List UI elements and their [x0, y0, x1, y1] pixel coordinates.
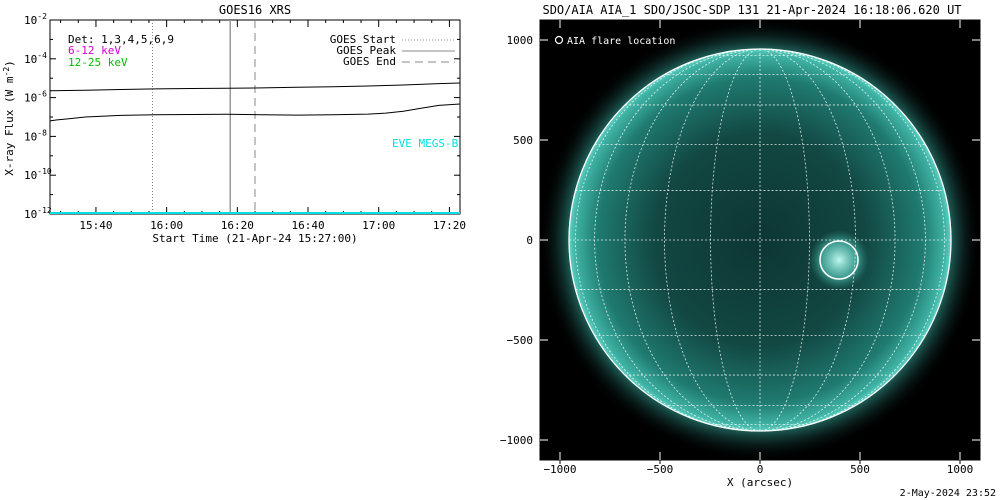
y-tick-label: 10-6 [24, 90, 47, 105]
y-tick-label: 10-2 [24, 12, 47, 27]
aia-y-axis: 1000 500 0 −500 −1000 [500, 34, 980, 447]
aia-y-tick-label: −500 [507, 334, 534, 347]
y-tick-label: 10-8 [24, 128, 47, 143]
xrs-series [49, 82, 461, 214]
aia-title: SDO/AIA AIA_1 SDO/JSOC-SDP 131 21-Apr-20… [542, 3, 961, 17]
flare-legend-label: AIA flare location [567, 36, 675, 47]
aia-image-panel: SDO/AIA AIA_1 SDO/JSOC-SDP 131 21-Apr-20… [500, 3, 982, 489]
longitude-line [759, 49, 926, 431]
aia-x-tick-label: 1000 [947, 463, 974, 476]
xrs-legend: GOES Start GOES Peak GOES End [330, 33, 455, 68]
xrs-x-axis-label: Start Time (21-Apr-24 15:27:00) [152, 232, 357, 245]
longitude-line [759, 49, 945, 431]
x-tick-label: 16:20 [221, 219, 254, 232]
solar-limb [568, 48, 952, 432]
legend-goes-peak: GOES Peak [336, 44, 396, 57]
aia-x-tick-label: 500 [850, 463, 870, 476]
flare-location-circle [819, 240, 859, 280]
heliographic-grid [569, 49, 951, 431]
flare-legend-circle-icon [554, 35, 564, 45]
xrs-title: GOES16 XRS [219, 3, 291, 17]
aia-x-tick-label: −500 [647, 463, 674, 476]
eve-megs-b-label: EVE MEGS-B [392, 137, 459, 150]
x-tick-label: 17:20 [433, 219, 466, 232]
xrs-y-axis-label: X-ray Flux (W m-2) [2, 60, 16, 176]
longitude-line [759, 49, 896, 431]
x-tick-label: 16:40 [291, 219, 324, 232]
flare-bright-region [809, 230, 869, 290]
legend-goes-end: GOES End [343, 55, 396, 68]
y-tick-label: 10-4 [24, 51, 47, 66]
x-tick-label: 15:40 [79, 219, 112, 232]
aia-y-tick-label: 500 [513, 134, 533, 147]
longitude-line [624, 49, 761, 431]
longitude-line [759, 49, 810, 431]
longitude-line [575, 49, 761, 431]
aia-x-axis: −1000 −500 0 500 1000 [543, 20, 973, 476]
xrs-short-series [49, 103, 461, 122]
detectors-label: Det: 1,3,4,5,6,9 [68, 33, 174, 46]
aia-y-tick-label: −1000 [500, 434, 533, 447]
longitude-line [594, 49, 761, 431]
longitude-line [710, 49, 761, 431]
x-tick-label: 17:00 [362, 219, 395, 232]
flare-legend: AIA flare location [554, 35, 675, 47]
energy-band-2-label: 12-25 keV [68, 56, 128, 69]
xrs-y-axis: 10-2 10-4 10-6 10-8 10-10 10-12 [24, 12, 460, 221]
legend-goes-start: GOES Start [330, 33, 396, 46]
goes-xrs-panel: GOES16 XRS 10-2 10-4 10-6 10-8 10-10 10-12 15… [2, 3, 466, 245]
aia-x-tick-label: −1000 [543, 463, 576, 476]
xrs-x-axis: 15:40 16:00 16:20 16:40 17:00 17:20 [60, 20, 466, 232]
aia-x-tick-label: 0 [757, 463, 764, 476]
aia-y-tick-label: 0 [526, 234, 533, 247]
y-tick-label: 10-12 [24, 206, 52, 221]
xrs-long-series [49, 82, 461, 92]
x-tick-label: 16:00 [150, 219, 183, 232]
aia-x-axis-label: X (arcsec) [727, 476, 793, 489]
y-tick-label: 10-10 [24, 167, 52, 182]
energy-band-1-label: 6-12 keV [68, 44, 121, 57]
xrs-event-markers [152, 20, 256, 214]
footer-date: 2-May-2024 23:52 [900, 488, 996, 499]
aia-y-tick-label: 1000 [507, 34, 534, 47]
aia-solar-image [538, 18, 982, 462]
